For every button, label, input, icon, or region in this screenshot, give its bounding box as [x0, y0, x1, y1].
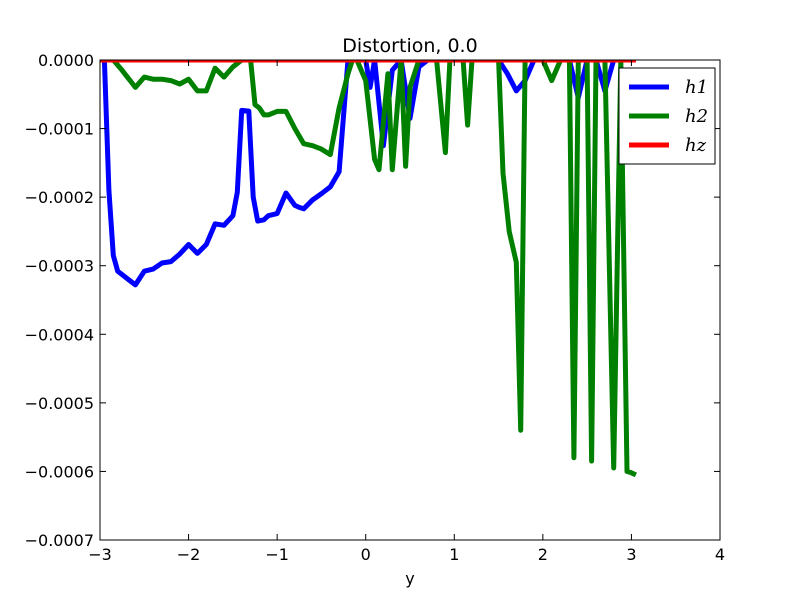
- y-tick-label: −0.0006: [25, 462, 94, 481]
- y-tick-label: −0.0003: [25, 257, 94, 276]
- y-tick-label: −0.0001: [25, 120, 94, 139]
- x-tick-label: −1: [265, 545, 289, 564]
- y-tick-label: −0.0002: [25, 188, 94, 207]
- legend-label-h2: h2: [685, 106, 708, 127]
- legend: h1 h2 hz: [619, 68, 715, 164]
- legend-label-hz: hz: [685, 135, 707, 156]
- chart-title: Distortion, 0.0: [342, 35, 477, 57]
- y-tick-label: 0.0000: [38, 51, 94, 70]
- y-tick-label: −0.0004: [25, 325, 94, 344]
- x-axis-label: y: [405, 569, 414, 588]
- x-tick-label: 4: [715, 545, 725, 564]
- x-tick-label: 3: [626, 545, 636, 564]
- x-tick-label: 1: [449, 545, 459, 564]
- x-tick-label: 2: [538, 545, 548, 564]
- x-tick-label: −2: [177, 545, 201, 564]
- y-tick-label: −0.0005: [25, 394, 94, 413]
- x-tick-label: 0: [361, 545, 371, 564]
- legend-label-h1: h1: [685, 77, 708, 98]
- y-tick-label: −0.0007: [25, 531, 94, 550]
